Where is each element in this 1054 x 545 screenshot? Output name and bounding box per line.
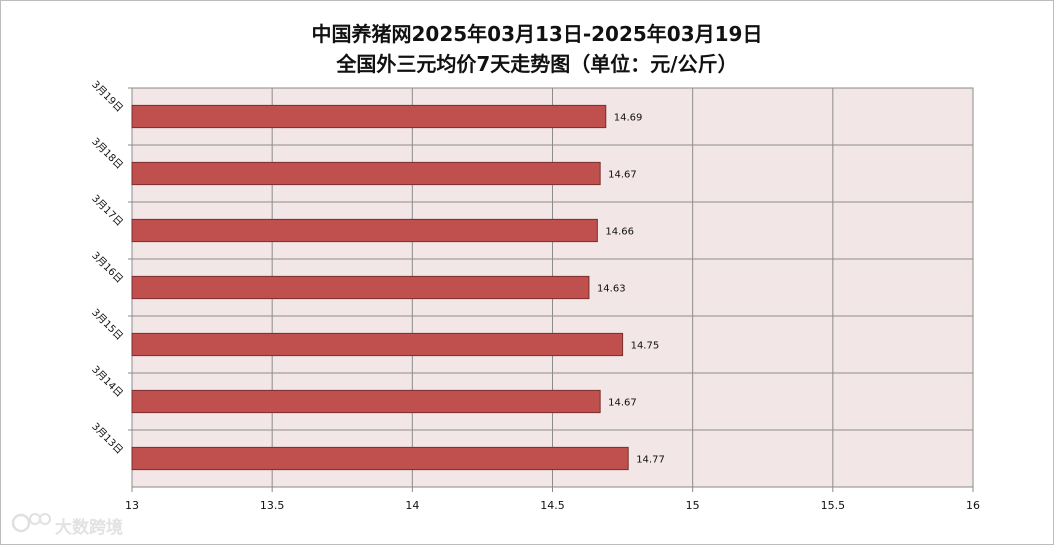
y-tick-label: 3月19日	[89, 78, 125, 114]
data-label: 14.66	[605, 227, 634, 238]
x-tick-label: 13.5	[260, 499, 285, 512]
bar-4	[131, 275, 590, 300]
bar-6	[131, 389, 601, 414]
y-axis: 3月19日 3月18日 3月17日 3月16日 3月15日 3月14日 3月13日	[89, 78, 132, 457]
data-label: 14.63	[597, 284, 626, 295]
y-tick-label: 3月14日	[89, 363, 125, 399]
logo-icon	[11, 513, 51, 533]
bars: 14.69 14.67 14.66 14.63 14.75 14.67 14.77	[131, 104, 665, 471]
y-tick-label: 3月15日	[89, 306, 125, 342]
grid-lines	[131, 88, 974, 487]
bar-5	[131, 332, 624, 357]
x-axis: 13 13.5 14 14.5 15 15.5 16	[125, 487, 980, 512]
data-label: 14.67	[608, 170, 637, 181]
x-tick-label: 14.5	[540, 499, 565, 512]
x-tick-label: 15	[686, 499, 700, 512]
data-label: 14.67	[608, 398, 637, 409]
chart-subtitle: 全国外三元均价7天走势图（单位：元/公斤）	[335, 52, 737, 76]
y-tick-label: 3月13日	[89, 420, 125, 456]
data-label: 14.69	[614, 113, 643, 124]
data-label: 14.77	[636, 455, 665, 466]
x-tick-label: 15.5	[821, 499, 846, 512]
bar-2	[131, 161, 601, 186]
bar-3	[131, 218, 598, 243]
x-tick-label: 14	[405, 499, 419, 512]
watermark-text: 大数跨境	[55, 517, 123, 538]
watermark: 大数跨境	[11, 513, 123, 538]
data-label: 14.75	[631, 341, 660, 352]
chart-title: 中国养猪网2025年03月13日-2025年03月19日	[312, 22, 763, 46]
x-tick-label: 13	[125, 499, 139, 512]
bar-7	[131, 446, 629, 471]
x-tick-label: 16	[966, 499, 980, 512]
y-tick-label: 3月16日	[89, 249, 125, 285]
bar-1	[131, 104, 607, 129]
y-tick-label: 3月18日	[89, 135, 125, 171]
y-tick-label: 3月17日	[89, 192, 125, 228]
